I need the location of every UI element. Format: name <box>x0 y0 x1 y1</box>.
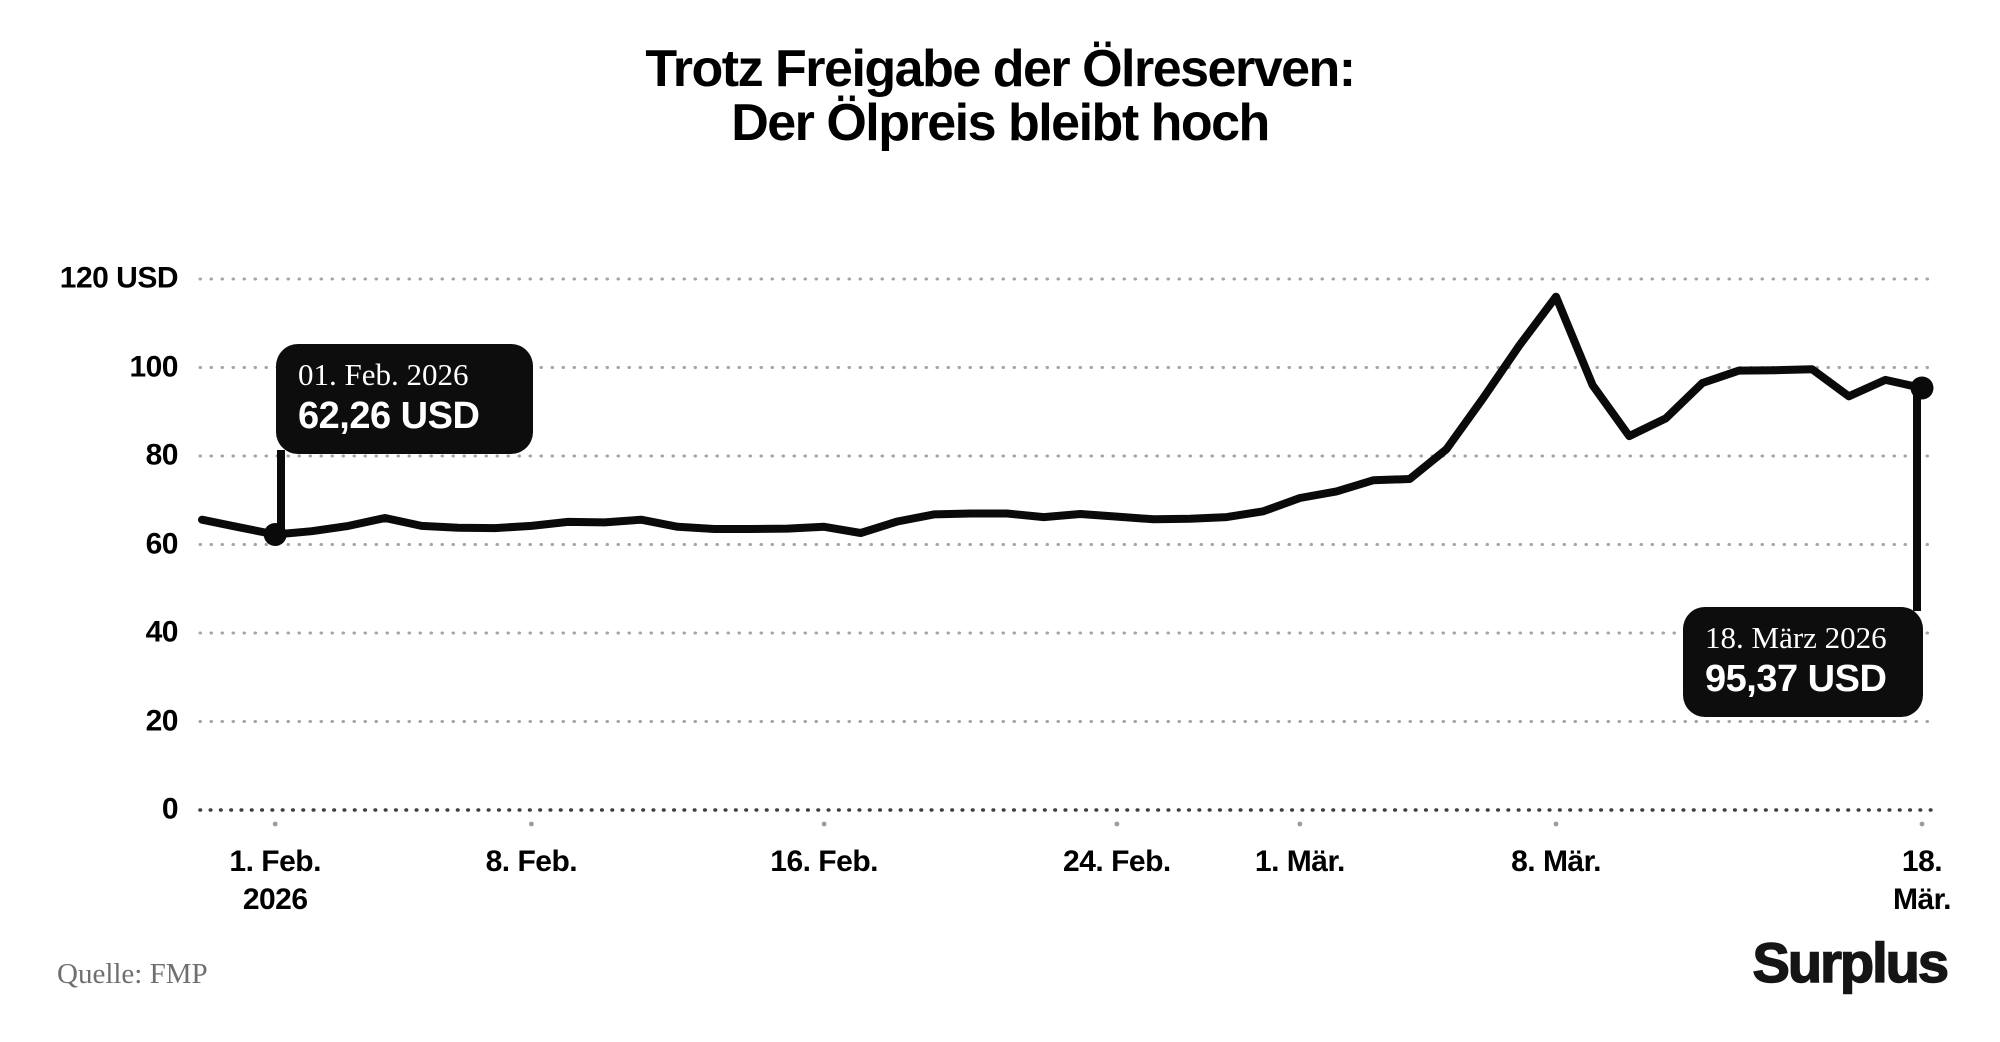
annotation-date: 18. März 2026 <box>1705 620 1887 655</box>
chart-title-line1: Trotz Freigabe der Ölreserven: <box>645 40 1356 98</box>
data-point-marker <box>263 522 287 546</box>
y-axis-label-40: 40 <box>145 615 179 649</box>
y-axis-label-120: 120 USD <box>59 261 179 295</box>
x-axis-label: 16. Feb. <box>770 845 878 878</box>
annotation-feb1: 01. Feb. 2026 62,26 USD <box>276 344 533 454</box>
y-axis-label-60: 60 <box>145 526 179 560</box>
chart-title-line2: Der Ölpreis bleibt hoch <box>731 94 1270 152</box>
data-point-marker <box>1910 376 1934 400</box>
x-tick-dot <box>1553 821 1559 827</box>
y-axis-label-0: 0 <box>161 792 179 826</box>
annotation-date: 01. Feb. 2026 <box>298 357 469 392</box>
x-tick-dot <box>821 821 827 827</box>
source-label: Quelle: FMP <box>57 958 208 990</box>
price-line <box>198 292 1926 539</box>
surplus-logo: Surplus <box>1752 930 1950 995</box>
y-axis-label-20: 20 <box>145 703 179 737</box>
x-tick-dot <box>1919 821 1925 827</box>
x-axis-label: 8. Feb. <box>485 845 578 878</box>
annotation-mar18: 18. März 2026 95,37 USD <box>1683 607 1923 717</box>
x-tick-dot <box>1297 821 1303 827</box>
x-axis-label: 24. Feb. <box>1063 845 1171 878</box>
x-tick-dot <box>1114 821 1120 827</box>
annotation-value: 95,37 USD <box>1705 658 1887 700</box>
x-axis-label: 18. Mär. <box>1892 845 1952 916</box>
x-axis-label: 8. Mär. <box>1511 845 1601 878</box>
x-axis-label: 1. Feb. 2026 <box>229 845 321 916</box>
x-tick-dot <box>528 821 534 827</box>
annotation-value: 62,26 USD <box>298 395 480 437</box>
y-axis-label-100: 100 <box>129 349 178 383</box>
y-axis-label-80: 80 <box>145 438 179 472</box>
chart-title: Trotz Freigabe der Ölreserven: Der Ölpre… <box>0 42 2000 150</box>
x-axis-label: 1. Mär. <box>1254 845 1345 878</box>
x-tick-dot <box>272 821 278 827</box>
